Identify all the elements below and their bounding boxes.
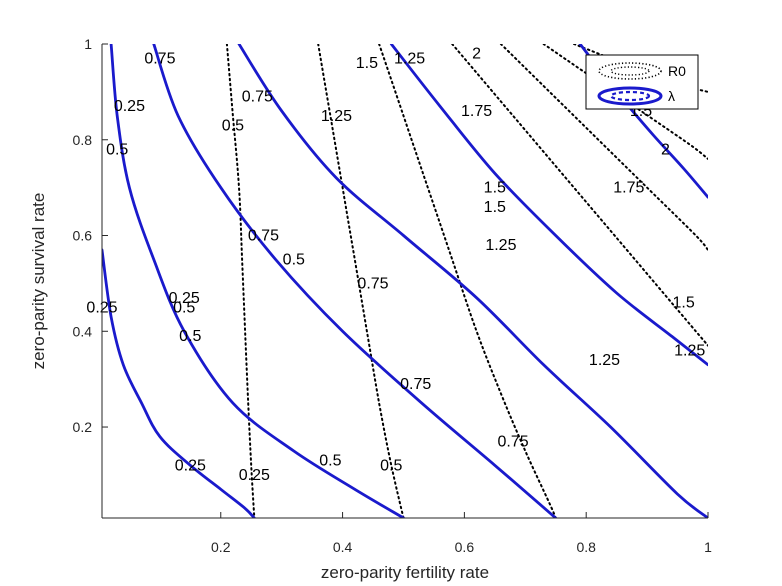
legend-item-lambda: λ <box>597 86 675 106</box>
lambda-contour-label: 0.25 <box>175 457 206 474</box>
lambda-contour-label: 0.5 <box>106 141 128 158</box>
y-tick-label: 0.8 <box>73 132 93 148</box>
r0-contour-label: 0.5 <box>173 299 195 316</box>
y-tick-label: 0.6 <box>73 228 93 244</box>
r0-contour-label: 0.75 <box>242 89 273 106</box>
r0-contour-0-25 <box>225 44 256 518</box>
lambda-contour-label: 2 <box>661 141 670 158</box>
lambda-contour-label: 0.25 <box>169 290 200 307</box>
legend-swatch <box>597 86 663 106</box>
r0-contour-label: 0.25 <box>239 467 270 484</box>
lambda-contour-1-25 <box>389 44 708 367</box>
r0-contour-1-5 <box>499 44 708 251</box>
r0-contour-label: 0.5 <box>222 117 244 134</box>
lambda-contour-label: 0.75 <box>144 50 175 67</box>
tick-marks: 0.2 0.4 0.6 0.8 1 0.2 0.4 0.6 0.8 1 <box>73 36 713 555</box>
legend-swatch-inner <box>609 90 651 102</box>
r0-contour-label: 1.5 <box>356 55 378 72</box>
lambda-contour-label: 1.5 <box>484 180 506 197</box>
x-axis-label: zero-parity fertility rate <box>321 563 489 582</box>
legend-label: R0 <box>668 63 686 79</box>
r0-contour-label: 1.25 <box>321 108 352 125</box>
r0-contour-0-75 <box>378 44 557 518</box>
r0-contour-label: 1.25 <box>485 237 516 254</box>
plot-area <box>102 44 708 518</box>
r0-contour-label: 1.5 <box>672 295 694 312</box>
r0-contour-1-75 <box>542 44 708 160</box>
lambda-contour-label: 0.5 <box>179 328 201 345</box>
r0-contour-0-5 <box>317 44 405 518</box>
legend-item-r0: R0 <box>598 62 686 80</box>
r0-contour-label: 1.5 <box>484 199 506 216</box>
y-tick-label: 0.4 <box>73 323 93 339</box>
r0-contour-label: 1.75 <box>461 103 492 120</box>
r0-contour-label: 0.75 <box>498 433 529 450</box>
x-tick-label: 0.2 <box>211 539 231 555</box>
y-tick-label: 0.2 <box>73 419 93 435</box>
y-tick-label: 1 <box>84 36 92 52</box>
lambda-contour-0-5 <box>109 44 405 518</box>
lambda-contour-label: 0.75 <box>400 376 431 393</box>
r0-contour-label: 0.5 <box>283 252 305 269</box>
legend-swatch-inner <box>610 66 650 76</box>
r0-contour-label: 1.25 <box>589 352 620 369</box>
x-tick-label: 1 <box>704 539 712 555</box>
lambda-contour-1 <box>237 44 708 518</box>
contour-labels: 0.250.50.750.250.50.750.50.50.751.251.51… <box>86 46 705 484</box>
legend: R0 λ <box>585 54 699 110</box>
x-tick-label: 0.8 <box>576 539 596 555</box>
lambda-contour-label: 1.25 <box>674 342 705 359</box>
lambda-contour-label: 0.75 <box>248 228 279 245</box>
r0-contour-label: 0.5 <box>380 457 402 474</box>
x-tick-label: 0.4 <box>333 539 353 555</box>
r0-contour-label: 1.75 <box>613 180 644 197</box>
axes <box>101 44 708 519</box>
lambda-contour-label: 1.25 <box>394 50 425 67</box>
lambda-contour-0-75 <box>152 44 558 518</box>
r0-contour-label: 2 <box>472 46 481 63</box>
x-tick-label: 0.6 <box>455 539 475 555</box>
lambda-contour-0-25 <box>102 248 256 518</box>
y-axis-label: zero-parity survival rate <box>29 193 48 370</box>
legend-swatch <box>598 62 662 80</box>
r0-contour-label: 0.25 <box>114 98 145 115</box>
r0-contour-1-25 <box>451 44 708 347</box>
lambda-contour-label: 0.5 <box>319 453 341 470</box>
r0-contour-label: 0.75 <box>357 275 388 292</box>
legend-label: λ <box>668 88 675 104</box>
